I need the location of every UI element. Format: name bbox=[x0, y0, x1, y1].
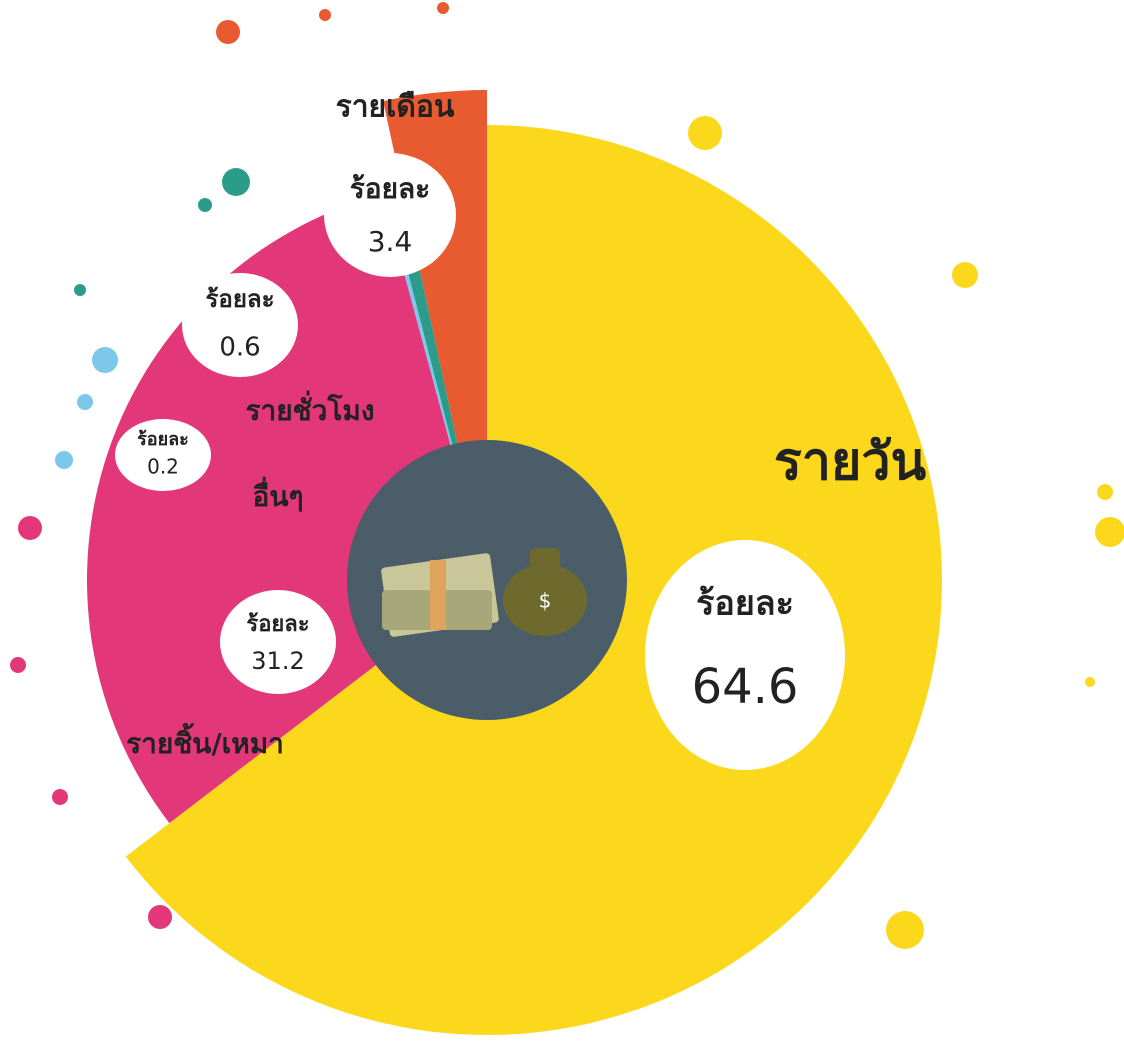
label-bubble bbox=[324, 153, 456, 277]
unit-label: ร้อยละ bbox=[696, 584, 794, 624]
value-label: 0.6 bbox=[219, 333, 260, 363]
slice-title: รายชั่วโมง bbox=[245, 390, 374, 427]
unit-label: ร้อยละ bbox=[350, 172, 430, 205]
slice-title: รายวัน bbox=[774, 432, 927, 492]
label-bubble bbox=[220, 590, 336, 694]
icon-symbol: $ bbox=[539, 589, 552, 613]
value-label: 64.6 bbox=[692, 659, 799, 715]
slice-title: อื่นๆ bbox=[253, 476, 304, 513]
slice-title: รายเดือน bbox=[336, 90, 455, 125]
unit-label: ร้อยละ bbox=[206, 285, 275, 313]
center-icon: $ bbox=[347, 440, 627, 720]
label-bubble bbox=[115, 419, 211, 491]
unit-label: ร้อยละ bbox=[246, 612, 309, 637]
label-bubble bbox=[182, 273, 298, 377]
unit-label: ร้อยละ bbox=[137, 429, 189, 450]
slice-title: รายชิ้น/เหมา bbox=[126, 722, 284, 760]
value-label: 3.4 bbox=[368, 225, 413, 258]
value-label: 31.2 bbox=[251, 647, 304, 675]
decor-dots bbox=[10, 2, 1124, 949]
value-label: 0.2 bbox=[147, 455, 179, 479]
pie-slice bbox=[86, 193, 487, 824]
label-bubble bbox=[645, 540, 845, 770]
